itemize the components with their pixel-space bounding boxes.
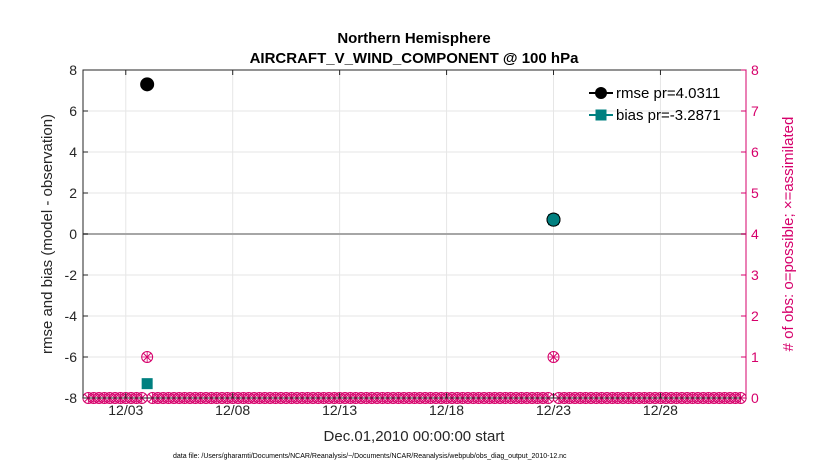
chart-subtitle: AIRCRAFT_V_WIND_COMPONENT @ 100 hPa <box>250 50 580 67</box>
right-axis-ticks: 8 7 6 5 4 3 2 1 0 <box>741 62 759 406</box>
y-tick-label: -2 <box>65 267 78 283</box>
legend-rmse-marker <box>595 87 607 99</box>
right-axis-label: # of obs: o=possible; ×=assimilated <box>780 117 797 352</box>
x-tick-label: 12/08 <box>215 402 250 418</box>
y-axis-ticks: 8 6 4 2 0 -2 -4 -6 -8 <box>65 62 88 406</box>
footer-data-file: data file: /Users/gharamti/Documents/NCA… <box>173 453 567 460</box>
obs-count-marker-nonzero <box>547 351 560 363</box>
chart-title: Northern Hemisphere <box>337 30 490 47</box>
x-tick-label: 12/23 <box>536 402 571 418</box>
right-tick-label: 6 <box>751 144 759 160</box>
y-tick-label: 4 <box>69 144 77 160</box>
y-axis-label: rmse and bias (model - observation) <box>39 114 56 354</box>
x-tick-label: 12/18 <box>429 402 464 418</box>
obs-count-marker-nonzero <box>141 351 154 363</box>
y-tick-label: 0 <box>69 226 77 242</box>
y-tick-label: -4 <box>65 308 78 324</box>
y-tick-label: -6 <box>65 349 78 365</box>
x-tick-label: 12/13 <box>322 402 357 418</box>
y-tick-label: 8 <box>69 62 77 78</box>
right-tick-label: 2 <box>751 308 759 324</box>
right-tick-label: 8 <box>751 62 759 78</box>
bias-point <box>141 378 153 390</box>
x-tick-label: 12/03 <box>108 402 143 418</box>
right-tick-label: 0 <box>751 390 759 406</box>
bias-point-overlap <box>546 212 561 227</box>
obs-star-lines <box>141 351 153 363</box>
right-tick-label: 3 <box>751 267 759 283</box>
right-tick-label: 1 <box>751 349 759 365</box>
right-tick-label: 5 <box>751 185 759 201</box>
rmse-point <box>140 77 155 92</box>
legend-rmse-label: rmse pr=4.0311 <box>616 85 720 102</box>
right-tick-label: 7 <box>751 103 759 119</box>
obs-star-lines <box>548 351 560 363</box>
legend-bias-label: bias pr=-3.2871 <box>616 107 721 124</box>
y-tick-label: -8 <box>65 390 78 406</box>
x-axis-ticks: 12/03 12/08 12/13 12/18 12/23 12/28 <box>108 70 678 418</box>
legend-bias-marker <box>595 109 607 121</box>
x-tick-label: 12/28 <box>643 402 678 418</box>
legend: rmse pr=4.0311 bias pr=-3.2871 <box>589 85 721 124</box>
x-axis-label: Dec.01,2010 00:00:00 start <box>324 428 506 445</box>
series-markers <box>140 77 561 390</box>
y-tick-label: 2 <box>69 185 77 201</box>
right-tick-label: 4 <box>751 226 759 242</box>
y-tick-label: 6 <box>69 103 77 119</box>
